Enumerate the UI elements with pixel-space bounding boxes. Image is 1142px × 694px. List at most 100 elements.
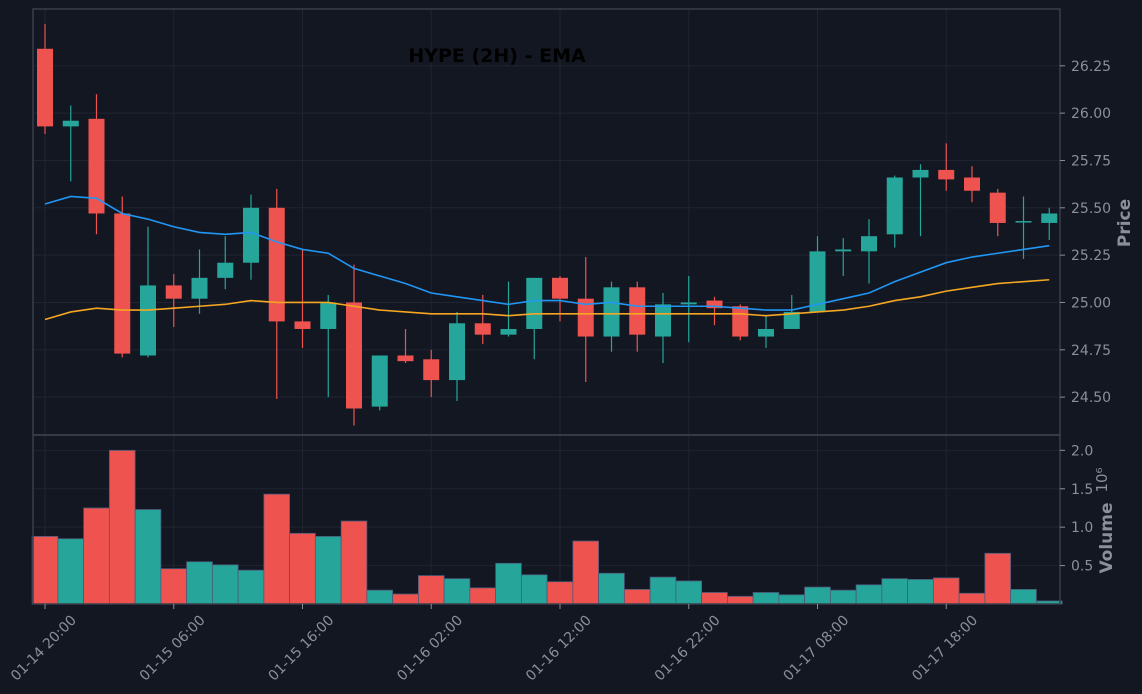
time-tick-label: 01-15 06:00 — [137, 613, 209, 685]
volume-bar — [623, 589, 651, 605]
volume-bar — [211, 564, 239, 605]
volume-bar — [237, 569, 265, 605]
price-panel-frame — [32, 8, 1061, 436]
candle-body — [809, 251, 826, 312]
candle-body — [526, 277, 543, 329]
candle-body — [603, 287, 620, 337]
candle-body — [88, 118, 105, 214]
candle-body — [964, 177, 980, 191]
candle-body — [989, 192, 1006, 223]
time-tick-label: 01-16 12:00 — [523, 613, 595, 685]
volume-bar — [31, 536, 59, 605]
volume-bar — [855, 584, 883, 605]
ema-line — [44, 195, 1050, 311]
candle-body — [449, 323, 465, 381]
candle-body — [243, 207, 259, 263]
time-tick-label: 01-14 20:00 — [8, 613, 80, 685]
price-tick-label: 24.50 — [1071, 390, 1111, 406]
ema-line — [44, 278, 1050, 321]
volume-bar — [108, 449, 136, 605]
volume-bar — [186, 561, 213, 605]
price-tick-label: 24.75 — [1071, 343, 1111, 359]
volume-bar — [701, 592, 728, 605]
candle-body — [732, 306, 749, 337]
volume-bar — [57, 538, 85, 605]
price-tick-label: 25.25 — [1071, 248, 1111, 264]
candle-body — [294, 321, 311, 329]
candle-body — [758, 328, 774, 337]
volume-tick-label: 2.0 — [1071, 443, 1093, 459]
volume-bar — [984, 552, 1012, 605]
candle-body — [423, 359, 440, 381]
candle-body — [37, 48, 53, 127]
candle-body — [835, 249, 852, 252]
volume-bar — [546, 581, 574, 605]
candle-body — [680, 302, 697, 305]
volume-bar — [726, 595, 754, 605]
volume-bar — [958, 592, 986, 605]
volume-exponent-label: 10⁶ — [1093, 467, 1111, 492]
candle-body — [320, 302, 337, 329]
candles — [37, 24, 1058, 426]
volume-bar — [752, 592, 780, 605]
candle-body — [577, 298, 594, 337]
candle-body — [140, 285, 156, 356]
volume-bar — [443, 578, 471, 605]
candle-body — [886, 177, 903, 235]
time-tick-label: 01-17 18:00 — [909, 613, 981, 685]
price-axis: 24.50 24.75 25.00 25.25 25.50 25.75 26.00 26.25 — [1060, 59, 1111, 406]
volume-tick-label: 0.5 — [1071, 559, 1093, 575]
price-tick-label: 25.50 — [1071, 201, 1111, 217]
volume-bar — [829, 589, 857, 605]
volume-bar — [1010, 589, 1037, 605]
time-tick-label: 01-17 08:00 — [781, 613, 853, 685]
candle-body — [706, 300, 723, 309]
volume-grid — [33, 449, 1060, 567]
volume-bar — [417, 575, 445, 605]
candle-body — [217, 262, 234, 278]
candle-body — [62, 120, 79, 127]
volume-axis: 0.5 1.0 1.5 2.0 — [1060, 443, 1093, 575]
volume-bar — [520, 574, 548, 605]
candle-body — [861, 236, 877, 252]
price-tick-label: 26.00 — [1071, 106, 1111, 122]
ema-lines — [44, 195, 1050, 321]
volume-bar — [392, 593, 419, 605]
candle-body — [165, 285, 182, 299]
candle-body — [371, 355, 388, 407]
volume-bar — [314, 536, 342, 605]
volume-bar — [289, 532, 316, 605]
time-tick-label: 01-16 22:00 — [652, 613, 724, 685]
candle-body — [114, 213, 131, 354]
volume-bar — [932, 577, 960, 605]
volume-panel-frame — [32, 434, 1061, 605]
chart-title: HYPE (2H) - EMA — [408, 45, 586, 67]
candle-body — [500, 328, 517, 335]
price-tick-label: 25.75 — [1071, 153, 1111, 169]
candle-body — [655, 304, 671, 337]
candle-body — [1041, 213, 1058, 223]
volume-bar — [160, 568, 188, 605]
volume-bar — [649, 576, 677, 605]
candle-body — [397, 355, 414, 362]
candle-body — [474, 323, 491, 335]
volume-bar — [572, 540, 600, 605]
price-tick-label: 26.25 — [1071, 59, 1111, 75]
price-tick-label: 25.00 — [1071, 295, 1111, 311]
candle-body — [268, 207, 285, 322]
time-tick-label: 01-16 02:00 — [394, 613, 466, 685]
volume-bar — [495, 562, 522, 605]
candle-body — [938, 169, 955, 180]
candle-body — [1015, 221, 1032, 223]
candle-body — [191, 277, 208, 299]
candle-body — [552, 277, 568, 299]
volume-bar — [778, 594, 806, 605]
volume-bar — [340, 520, 368, 605]
time-axis: 01-14 20:00 01-15 06:00 01-15 16:00 01-16 0… — [8, 604, 981, 684]
candle-body — [912, 169, 929, 178]
volume-bar — [83, 507, 110, 605]
candle-body — [783, 311, 800, 329]
volume-bar — [881, 578, 909, 605]
volume-tick-label: 1.5 — [1071, 482, 1093, 498]
